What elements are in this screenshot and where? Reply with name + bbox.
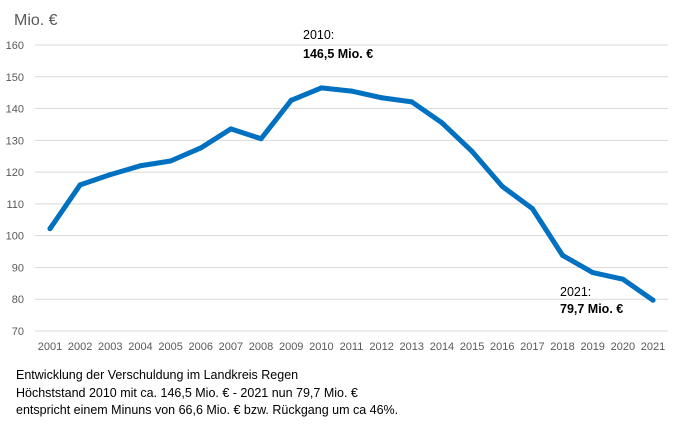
x-tick-label: 2005	[158, 341, 182, 353]
annotation-2010-value: 146,5 Mio. €	[303, 47, 373, 61]
data-point	[379, 95, 385, 101]
data-point	[198, 145, 204, 151]
data-point	[258, 136, 264, 142]
caption-line-1: Entwicklung der Verschuldung im Landkrei…	[16, 368, 299, 382]
chart-caption: Entwicklung der Verschuldung im Landkrei…	[16, 367, 398, 420]
series-line	[47, 85, 656, 303]
annotation-2021-value: 79,7 Mio. €	[560, 302, 623, 316]
x-tick-label: 2003	[98, 341, 122, 353]
data-point	[47, 226, 53, 232]
x-tick-label: 2020	[611, 341, 635, 353]
annotation-2021-year: 2021:	[560, 285, 591, 299]
x-tick-label: 2006	[189, 341, 213, 353]
data-point	[409, 99, 415, 105]
data-point	[349, 88, 354, 94]
x-tick-label: 2008	[249, 341, 273, 353]
annotation-2010-year: 2010:	[303, 28, 334, 42]
x-tick-label: 2013	[400, 341, 424, 353]
data-point	[77, 182, 83, 188]
annotations: 2010: 146,5 Mio. € 2021: 79,7 Mio. €	[303, 28, 623, 316]
data-point	[650, 297, 656, 303]
x-tick-label: 2011	[340, 341, 364, 353]
data-point	[560, 252, 566, 258]
data-point	[620, 276, 626, 282]
caption-line-2: Höchststand 2010 mit ca. 146,5 Mio. € - …	[16, 385, 358, 400]
x-axis-ticks: 2001 2002 2003 2004 2005 2006 2007 2008 2009 2010…	[38, 341, 665, 353]
caption-line-3: entspricht einem Minuns von 66,6 Mio. € …	[16, 403, 399, 417]
x-tick-label: 2018	[550, 341, 574, 353]
y-tick-label: 140	[6, 104, 24, 116]
y-tick-label: 160	[6, 40, 24, 52]
x-tick-label: 2009	[279, 341, 303, 353]
x-tick-label: 2016	[490, 341, 514, 353]
data-point	[107, 172, 113, 178]
y-tick-label: 70	[12, 326, 24, 338]
x-tick-label: 2007	[219, 341, 243, 353]
gridlines	[35, 44, 668, 332]
x-tick-label: 2001	[38, 341, 62, 353]
series-line-path	[47, 85, 656, 303]
data-point	[469, 148, 475, 154]
x-tick-label: 2017	[520, 341, 544, 353]
data-point	[529, 206, 535, 212]
data-point	[318, 85, 324, 91]
data-point	[228, 126, 234, 132]
x-tick-label: 2004	[128, 341, 152, 353]
y-tick-label: 130	[6, 135, 24, 147]
x-tick-label: 2012	[369, 341, 393, 353]
y-tick-label: 90	[12, 262, 24, 274]
data-point	[439, 120, 445, 126]
x-tick-label: 2014	[430, 341, 454, 353]
y-tick-label: 100	[6, 231, 24, 243]
y-axis-unit-label: Mio. €	[14, 12, 58, 29]
y-tick-label: 80	[12, 294, 24, 306]
x-tick-label: 2021	[641, 341, 665, 353]
y-axis-ticks: 160 150 140 130 120 110 100 90 80 70	[6, 40, 24, 338]
data-point	[288, 97, 294, 103]
data-point	[499, 183, 505, 189]
y-tick-label: 150	[6, 72, 24, 84]
y-tick-label: 120	[6, 167, 24, 179]
x-tick-label: 2015	[460, 341, 484, 353]
data-point	[137, 163, 143, 169]
data-point	[168, 158, 174, 164]
x-tick-label: 2002	[68, 341, 92, 353]
x-tick-label: 2010	[309, 341, 333, 353]
x-tick-label: 2019	[580, 341, 604, 353]
data-point	[590, 270, 596, 276]
y-tick-label: 110	[6, 199, 24, 211]
